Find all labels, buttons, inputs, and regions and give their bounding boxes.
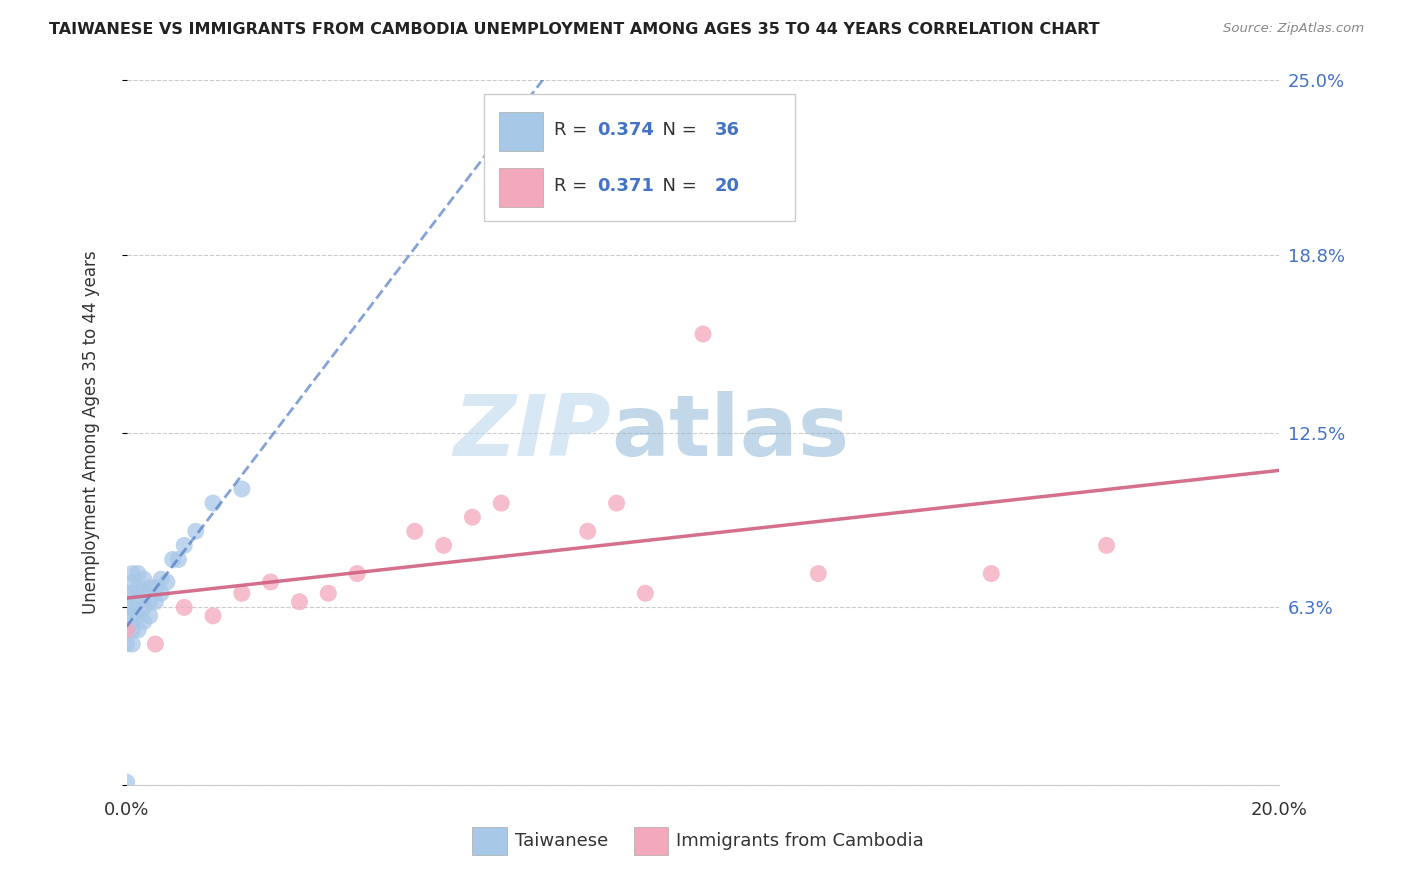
Point <box>606 496 628 510</box>
Point <box>162 552 184 566</box>
Point <box>692 326 714 341</box>
Text: 0.371: 0.371 <box>598 177 654 195</box>
Point <box>634 586 657 600</box>
Point <box>231 586 253 600</box>
Point <box>173 538 195 552</box>
Point <box>127 566 149 581</box>
Point <box>404 524 426 539</box>
Point <box>346 566 368 581</box>
Point <box>167 552 190 566</box>
Text: Source: ZipAtlas.com: Source: ZipAtlas.com <box>1223 22 1364 36</box>
FancyBboxPatch shape <box>472 827 508 855</box>
Point <box>318 586 340 600</box>
Point <box>491 496 513 510</box>
Point <box>115 775 138 789</box>
Point <box>145 595 166 609</box>
Point <box>145 637 166 651</box>
Point <box>115 623 138 637</box>
Point <box>202 608 225 623</box>
Point <box>132 615 155 629</box>
Point <box>121 574 143 589</box>
Text: R =: R = <box>554 120 593 138</box>
Point <box>115 637 138 651</box>
Point <box>121 586 143 600</box>
Point <box>115 586 138 600</box>
Point <box>121 608 143 623</box>
Point <box>807 566 830 581</box>
Point <box>288 595 311 609</box>
Text: atlas: atlas <box>610 391 849 475</box>
Point <box>980 566 1002 581</box>
Point <box>145 581 166 595</box>
Point <box>138 595 160 609</box>
FancyBboxPatch shape <box>484 95 796 221</box>
Text: N =: N = <box>651 177 703 195</box>
Point <box>132 586 155 600</box>
Point <box>127 595 149 609</box>
Text: 20: 20 <box>714 177 740 195</box>
Text: TAIWANESE VS IMMIGRANTS FROM CAMBODIA UNEMPLOYMENT AMONG AGES 35 TO 44 YEARS COR: TAIWANESE VS IMMIGRANTS FROM CAMBODIA UN… <box>49 22 1099 37</box>
Point <box>259 574 281 589</box>
Point <box>461 510 484 524</box>
Point <box>433 538 456 552</box>
Point <box>127 581 149 595</box>
Text: 36: 36 <box>714 120 740 138</box>
Text: Taiwanese: Taiwanese <box>515 832 609 850</box>
Point <box>576 524 599 539</box>
Point <box>173 600 195 615</box>
Point <box>184 524 207 539</box>
Point <box>132 600 155 615</box>
Point <box>138 608 160 623</box>
FancyBboxPatch shape <box>634 827 668 855</box>
Y-axis label: Unemployment Among Ages 35 to 44 years: Unemployment Among Ages 35 to 44 years <box>82 251 100 615</box>
Text: N =: N = <box>651 120 703 138</box>
Point <box>138 581 160 595</box>
Point <box>1095 538 1118 552</box>
Point <box>150 572 173 586</box>
FancyBboxPatch shape <box>499 169 543 207</box>
Point <box>132 572 155 586</box>
Point <box>156 574 179 589</box>
Point <box>121 600 143 615</box>
Text: R =: R = <box>554 177 593 195</box>
Point <box>202 496 225 510</box>
Text: ZIP: ZIP <box>453 391 610 475</box>
Point <box>115 600 138 615</box>
Point <box>127 623 149 637</box>
Point <box>115 623 138 637</box>
Point <box>121 637 143 651</box>
FancyBboxPatch shape <box>499 112 543 151</box>
Point <box>127 608 149 623</box>
Point <box>115 608 138 623</box>
Text: 0.374: 0.374 <box>598 120 654 138</box>
Point <box>231 482 253 496</box>
Point <box>121 623 143 637</box>
Point <box>150 586 173 600</box>
Text: Immigrants from Cambodia: Immigrants from Cambodia <box>676 832 924 850</box>
Point <box>121 566 143 581</box>
